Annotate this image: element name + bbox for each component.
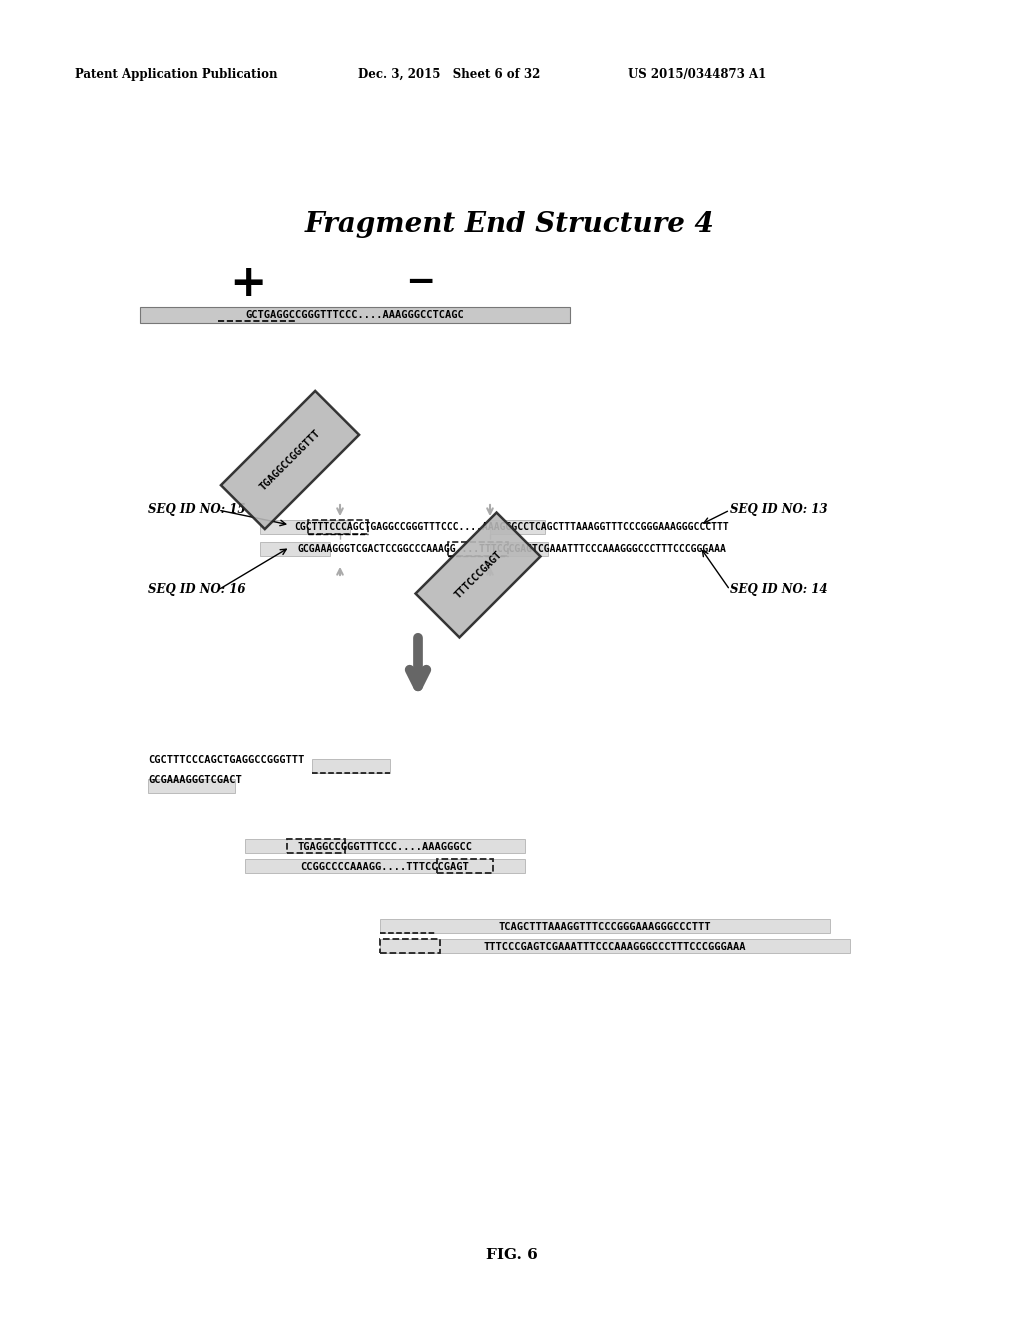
Text: CGCTTTCCCAGCTGAGGCCGGGTTT: CGCTTTCCCAGCTGAGGCCGGGTTT	[148, 755, 304, 766]
FancyBboxPatch shape	[245, 859, 525, 873]
Text: GCTGAGGCCGGGTTTCCC....AAAGGGCCTCAGC: GCTGAGGCCGGGTTTCCC....AAAGGGCCTCAGC	[246, 310, 464, 319]
Text: SEQ ID NO: 13: SEQ ID NO: 13	[730, 503, 827, 516]
Text: CGCTTTCCCAGCTGAGGCCGGGTTTCCC....AAAGGGCCTCAGCTTTAAAGGTTTCCCGGGAAAGGGCCCTTT: CGCTTTCCCAGCTGAGGCCGGGTTTCCC....AAAGGGCC…	[295, 521, 729, 532]
FancyBboxPatch shape	[140, 308, 570, 323]
Text: FIG. 6: FIG. 6	[486, 1247, 538, 1262]
FancyBboxPatch shape	[490, 543, 548, 556]
Text: TGAGGCCGGGTTT: TGAGGCCGGGTTT	[258, 428, 323, 492]
Text: TTTCCCGAGT: TTTCCCGAGT	[453, 549, 504, 601]
FancyBboxPatch shape	[380, 919, 830, 933]
Text: TCAGCTTTAAAGGTTTCCCGGGAAAGGGCCCTTT: TCAGCTTTAAAGGTTTCCCGGGAAAGGGCCCTTT	[499, 921, 712, 932]
Text: Fragment End Structure 4: Fragment End Structure 4	[305, 211, 715, 239]
Text: Patent Application Publication: Patent Application Publication	[75, 69, 278, 81]
Text: −: −	[404, 265, 435, 300]
Text: SEQ ID NO: 14: SEQ ID NO: 14	[730, 583, 827, 597]
Text: CCGGCCCCAAAGG....TTTCCCGAGT: CCGGCCCCAAAGG....TTTCCCGAGT	[301, 862, 469, 873]
Text: TTTCCCGAGTCGAAATTTCCCAAAGGGCCCTTTCCCGGGAAA: TTTCCCGAGTCGAAATTTCCCAAAGGGCCCTTTCCCGGGA…	[483, 942, 746, 952]
Text: GCGAAAGGGTCGACT: GCGAAAGGGTCGACT	[148, 775, 242, 785]
Text: US 2015/0344873 A1: US 2015/0344873 A1	[628, 69, 766, 81]
FancyBboxPatch shape	[148, 779, 234, 793]
FancyBboxPatch shape	[245, 840, 525, 853]
FancyBboxPatch shape	[260, 520, 350, 535]
Text: +: +	[229, 263, 266, 305]
Text: TGAGGCCGGGTTTCCC....AAAGGGCC: TGAGGCCGGGTTTCCC....AAAGGGCC	[298, 842, 472, 851]
FancyBboxPatch shape	[260, 543, 330, 556]
FancyBboxPatch shape	[490, 520, 545, 535]
Text: Dec. 3, 2015   Sheet 6 of 32: Dec. 3, 2015 Sheet 6 of 32	[358, 69, 541, 81]
Text: GCGAAAGGGTCGACTCCGGCCCAAAGG....TTTCCCGAGTCGAAATTTCCCAAAGGGCCCTTTCCCGGGAAA: GCGAAAGGGTCGACTCCGGCCCAAAGG....TTTCCCGAG…	[298, 544, 726, 554]
Text: SEQ ID NO: 15: SEQ ID NO: 15	[148, 503, 246, 516]
FancyBboxPatch shape	[312, 759, 390, 774]
FancyBboxPatch shape	[380, 939, 850, 953]
Text: SEQ ID NO: 16: SEQ ID NO: 16	[148, 583, 246, 597]
